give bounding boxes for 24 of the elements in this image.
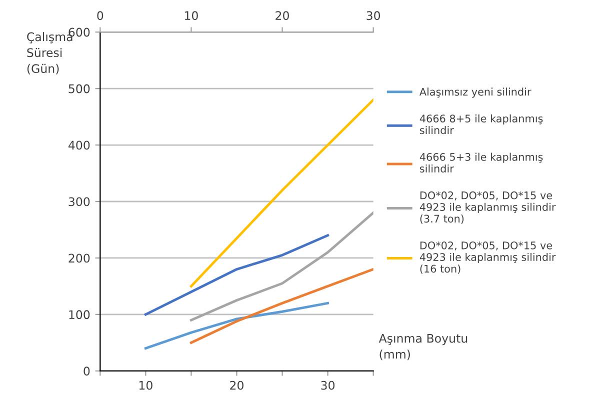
line-series (190, 268, 374, 344)
x-tick-label: 10 (139, 380, 152, 390)
y-tick-label: 300 (68, 197, 90, 206)
line-series (144, 302, 330, 350)
x-tick-label: 30 (321, 380, 335, 390)
line-series (190, 212, 374, 322)
y-tick-label: 400 (68, 140, 90, 150)
x2-tick-label: 20 (276, 11, 289, 20)
x2-tick-label: 10 (184, 11, 198, 20)
legend-label: DO*02, DO*05, DO*15 ve 4923 ile kaplanmış silindir (3.7 ton) (420, 191, 556, 224)
legend-label: 4666 5+3 ile kaplanmış silindir (420, 152, 543, 173)
x2-tick-label: 30 (366, 11, 380, 20)
legend-label: 4666 8+5 ile kaplanmış silindir (420, 114, 543, 134)
y-tick-label: 0 (84, 366, 90, 376)
x-axis-title: Aşınma Boyutu (mm) (378, 334, 468, 360)
y-tick-label: 200 (68, 254, 90, 263)
legend-label: DO*02, DO*05, DO*15 ve 4923 ile kaplanmış silindir (16 ton) (420, 241, 556, 274)
y-tick-label: 100 (69, 310, 90, 320)
x2-tick-label: 0 (97, 11, 104, 20)
line-series (144, 234, 330, 316)
x-tick-label: 20 (230, 380, 244, 390)
legend-label: Alaşımsız yeni silindir (419, 88, 532, 98)
line-series (190, 98, 374, 288)
y-tick-label: 500 (68, 84, 90, 94)
